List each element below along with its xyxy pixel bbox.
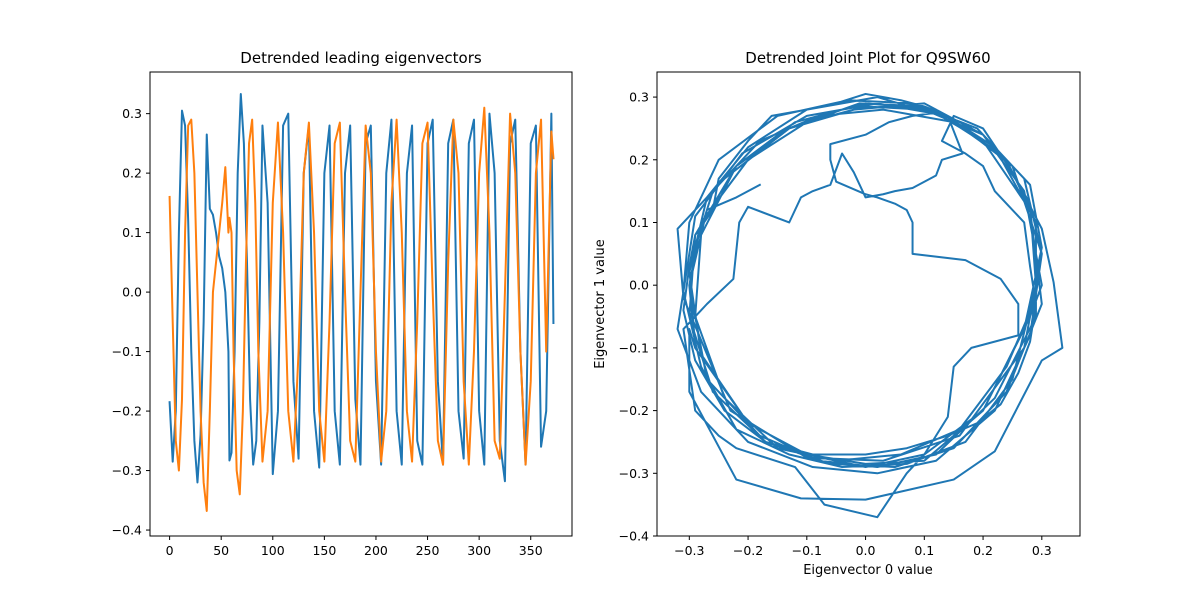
right-y-tick-label: 0.2 — [629, 152, 649, 167]
right-x-tick-label: 0.0 — [856, 543, 876, 558]
left-y-tick-label: 0.0 — [122, 285, 142, 300]
left-plot: Detrended leading eigenvectors 0 50 100 150… — [112, 49, 573, 558]
right-x-tick-label: −0.2 — [733, 543, 763, 558]
left-x-tick-label: 300 — [467, 543, 491, 558]
right-x-ticks: −0.3 −0.2 −0.1 0.0 0.1 0.2 0.3 — [674, 536, 1052, 558]
right-x-tick-label: −0.3 — [674, 543, 704, 558]
right-x-axis-label: Eigenvector 0 value — [803, 563, 933, 578]
right-y-tick-label: −0.2 — [619, 403, 649, 418]
left-x-tick-label: 50 — [213, 543, 229, 558]
left-y-tick-label: −0.3 — [112, 463, 142, 478]
left-series-line-1 — [168, 106, 555, 513]
left-y-tick-label: −0.4 — [112, 523, 142, 538]
left-x-tick-label: 200 — [364, 543, 388, 558]
right-x-tick-label: 0.3 — [1032, 543, 1052, 558]
right-y-tick-label: −0.3 — [619, 466, 649, 481]
right-series-layer — [676, 92, 1064, 519]
right-plot: Detrended Joint Plot for Q9SW60 Eigenvec… — [593, 49, 1081, 578]
left-y-tick-label: 0.1 — [122, 225, 142, 240]
left-series-line-0 — [168, 93, 555, 484]
right-x-tick-label: 0.1 — [914, 543, 934, 558]
left-y-tick-label: −0.1 — [112, 344, 142, 359]
right-y-tick-label: 0.3 — [629, 90, 649, 105]
left-x-tick-label: 150 — [312, 543, 336, 558]
left-chart-title: Detrended leading eigenvectors — [240, 49, 482, 67]
left-x-tick-label: 250 — [416, 543, 440, 558]
right-chart-title: Detrended Joint Plot for Q9SW60 — [745, 49, 990, 67]
right-y-ticks: −0.4 −0.3 −0.2 −0.1 0.0 0.1 0.2 0.3 — [619, 90, 657, 544]
left-x-tick-label: 350 — [519, 543, 543, 558]
right-x-tick-label: −0.1 — [792, 543, 822, 558]
right-y-axis-label: Eigenvector 1 value — [593, 239, 608, 369]
left-x-tick-label: 0 — [166, 543, 174, 558]
left-x-tick-label: 100 — [261, 543, 285, 558]
right-y-tick-label: −0.1 — [619, 340, 649, 355]
left-y-ticks: −0.4 −0.3 −0.2 −0.1 0.0 0.1 0.2 0.3 — [112, 106, 150, 538]
left-y-tick-label: −0.2 — [112, 404, 142, 419]
right-y-tick-label: 0.1 — [629, 215, 649, 230]
left-x-ticks: 0 50 100 150 200 250 300 350 — [166, 536, 543, 558]
left-series-layer — [168, 93, 555, 513]
left-y-tick-label: 0.2 — [122, 166, 142, 181]
left-y-tick-label: 0.3 — [122, 106, 142, 121]
right-x-tick-label: 0.2 — [973, 543, 993, 558]
right-series-line-0 — [676, 92, 1064, 519]
right-plot-frame — [656, 71, 1081, 537]
right-y-tick-label: −0.4 — [619, 529, 649, 544]
left-plot-frame — [149, 71, 573, 537]
right-y-tick-label: 0.0 — [629, 278, 649, 293]
